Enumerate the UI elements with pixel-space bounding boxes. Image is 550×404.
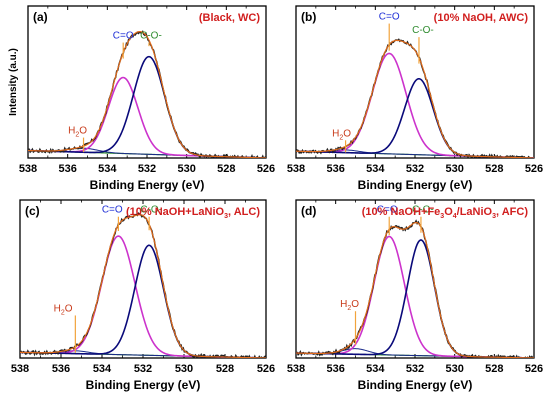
sample-label: (10% NaOH, AWC)	[434, 12, 529, 24]
sample-label: (10% NaOH+LaNiO3, ALC)	[126, 206, 260, 220]
x-tick-label: 528	[485, 363, 503, 375]
c-double-o-annotation: C=O	[379, 12, 400, 23]
h2o-annotation: H2O	[68, 126, 87, 139]
c-double-o-annotation: C=O	[113, 31, 134, 42]
c-o-peak-curve	[28, 55, 266, 158]
sample-label: (Black, WC)	[199, 12, 260, 24]
panel-label: (b)	[301, 10, 316, 24]
h2o-annotation-o: O	[65, 303, 73, 314]
x-tick-label: 530	[445, 163, 463, 175]
x-tick-label: 532	[134, 363, 152, 375]
x-tick-label: 532	[138, 163, 156, 175]
h2o-annotation-h: H	[332, 128, 339, 139]
c-o-annotation: C-O-	[412, 25, 434, 36]
x-tick-label: 534	[98, 163, 117, 175]
raw-data-curve	[296, 38, 534, 158]
x-tick-label: 526	[257, 363, 275, 375]
h2o-annotation: H2O	[54, 303, 73, 316]
x-axis-title: Binding Energy (eV)	[358, 178, 473, 192]
c-o-peak-curve	[296, 77, 534, 158]
x-tick-label: 534	[366, 163, 385, 175]
h2o-annotation-sub: 2	[75, 132, 79, 139]
x-tick-label: 538	[287, 163, 305, 175]
sample-label-part: (Black, WC)	[199, 12, 260, 24]
c-double-o-peak-curve	[28, 76, 266, 158]
x-tick-label: 526	[525, 163, 543, 175]
sample-label-sub: 3	[224, 213, 228, 220]
x-tick-label: 528	[217, 163, 235, 175]
x-tick-label: 532	[406, 163, 424, 175]
sample-label-sub: 3	[492, 213, 496, 220]
h2o-annotation-h: H	[54, 303, 61, 314]
raw-data-curve	[296, 219, 534, 358]
raw-data-curve	[20, 212, 266, 358]
sample-label-part: , ALC)	[228, 206, 260, 218]
panel-label: (a)	[33, 10, 48, 24]
sample-label: (10% NaOH+Fe3O4/LaNiO3, AFC)	[362, 206, 529, 220]
raw-data-curve	[28, 30, 266, 158]
x-tick-label: 530	[175, 363, 193, 375]
h2o-annotation-sub: 2	[61, 309, 65, 316]
sample-label-part: (10% NaOH, AWC)	[434, 12, 529, 24]
c-o-annotation: C-O-	[140, 31, 162, 42]
h2o-annotation: H2O	[332, 128, 351, 141]
c-o-peak-curve	[20, 244, 266, 358]
x-tick-label: 538	[11, 363, 29, 375]
c-o-peak-curve	[296, 239, 534, 358]
panel-label: (c)	[25, 204, 40, 218]
h2o-annotation-h: H	[340, 299, 347, 310]
panel-d: 538 536 534 532 530 528 526 Binding Energy (eV)…	[287, 199, 543, 392]
h2o-annotation-h: H	[68, 126, 75, 137]
plot-frame	[295, 199, 535, 359]
x-tick-label: 536	[326, 363, 344, 375]
fit-envelope-curve	[28, 31, 266, 158]
c-o-annotation: C-O-	[140, 205, 162, 216]
sample-label-sub: 3	[440, 213, 444, 220]
x-tick-label: 536	[58, 163, 76, 175]
c-o-annotation: C-O-	[412, 205, 434, 216]
x-tick-label: 534	[366, 363, 385, 375]
sample-label-part: , AFC)	[496, 206, 528, 218]
panel-a: 538 536 534 532 530 528 526 Binding Energy (eV)…	[8, 5, 275, 192]
x-tick-label: 538	[19, 163, 37, 175]
x-tick-label: 526	[525, 363, 543, 375]
x-tick-label: 528	[485, 163, 503, 175]
sample-label-part: (10% NaOH+LaNiO	[126, 206, 225, 218]
x-tick-label: 530	[177, 163, 195, 175]
panel-c: 538 536 534 532 530 528 526 Binding Energy (eV)…	[11, 199, 275, 392]
sample-label-part: O	[444, 206, 453, 218]
fit-envelope-curve	[296, 221, 534, 358]
h2o-annotation-o: O	[79, 126, 87, 137]
fit-envelope-curve	[20, 214, 266, 358]
sample-label-part: /LaNiO	[457, 206, 493, 218]
c-double-o-peak-curve	[296, 52, 534, 158]
x-axis-title: Binding Energy (eV)	[86, 378, 201, 392]
h2o-annotation-sub: 2	[347, 305, 351, 312]
y-axis-title: Intensity (a.u.)	[8, 48, 19, 116]
x-tick-label: 530	[445, 363, 463, 375]
x-tick-label: 536	[52, 363, 70, 375]
x-tick-label: 532	[406, 363, 424, 375]
sample-label-sub: 4	[453, 213, 457, 220]
c-double-o-peak-curve	[296, 235, 534, 358]
panel-label: (d)	[301, 204, 316, 218]
plot-frame	[19, 199, 267, 359]
h2o-annotation-sub: 2	[339, 134, 343, 141]
c-double-o-annotation: C=O	[377, 205, 398, 216]
x-axis-title: Binding Energy (eV)	[358, 378, 473, 392]
x-tick-label: 536	[326, 163, 344, 175]
x-axis-title: Binding Energy (eV)	[90, 178, 205, 192]
h2o-annotation-o: O	[343, 128, 351, 139]
h2o-annotation-o: O	[351, 299, 359, 310]
h2o-annotation: H2O	[340, 299, 359, 312]
sample-label-part: (10% NaOH+Fe	[362, 206, 441, 218]
fit-envelope-curve	[296, 39, 534, 158]
x-tick-label: 534	[93, 363, 112, 375]
panel-b: 538 536 534 532 530 528 526 Binding Energy (eV)…	[287, 5, 543, 192]
x-tick-label: 538	[287, 363, 305, 375]
x-tick-label: 528	[216, 363, 234, 375]
x-tick-label: 526	[257, 163, 275, 175]
c-double-o-annotation: C=O	[102, 205, 123, 216]
